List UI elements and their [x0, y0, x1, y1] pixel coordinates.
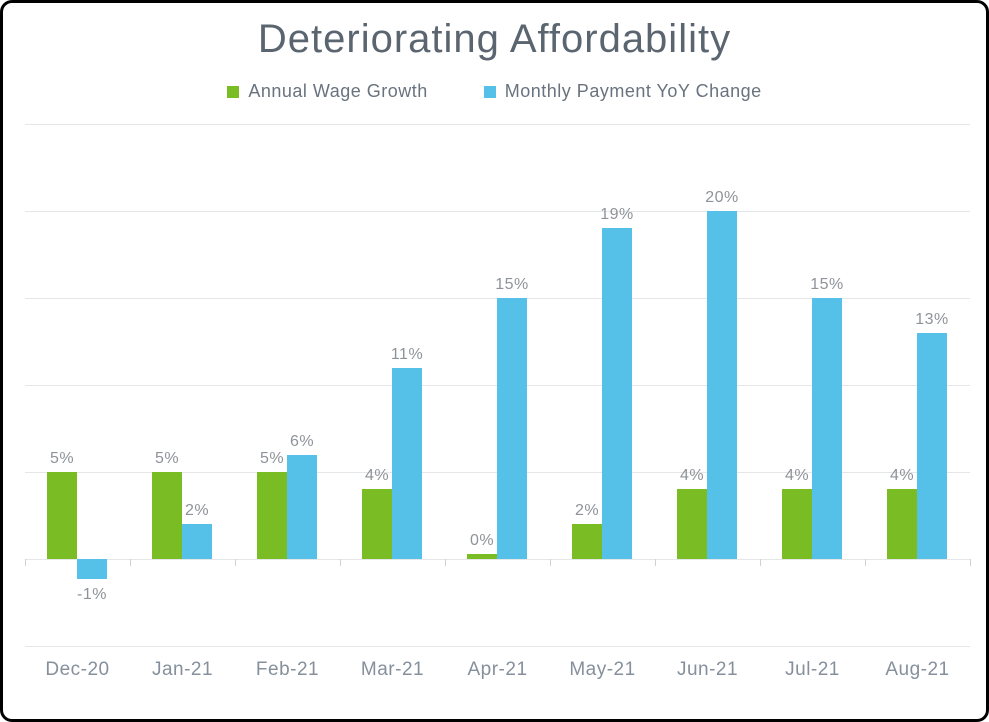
axis-tick [970, 559, 971, 566]
x-axis-label-jul-21: Jul-21 [785, 659, 840, 680]
data-label-payment-jun-21: 20% [705, 189, 739, 206]
legend-label-annual-wage-growth: Annual Wage Growth [248, 81, 428, 101]
data-label-wage-may-21: 2% [574, 502, 600, 520]
bar-wage-feb-21 [257, 472, 287, 559]
axis-tick [550, 559, 551, 566]
bar-payment-dec-20 [77, 559, 107, 580]
data-label-payment-apr-21: 15% [495, 276, 529, 293]
x-axis-label-may-21: May-21 [569, 659, 636, 680]
data-label-payment-jan-21: 2% [184, 502, 210, 520]
legend-item-monthly-payment: Monthly Payment YoY Change [483, 81, 762, 102]
chart-title: Deteriorating Affordability [257, 17, 732, 61]
bar-wage-mar-21 [362, 489, 392, 559]
bar-wage-jan-21 [152, 472, 182, 559]
data-label-wage-jan-21: 5% [154, 450, 180, 467]
axis-tick [445, 559, 446, 566]
data-label-payment-mar-21: 11% [390, 345, 424, 363]
axis-tick [760, 559, 761, 566]
bar-payment-mar-21 [392, 367, 422, 559]
data-label-wage-jun-21: 4% [679, 467, 705, 485]
x-axis-label-apr-21: Apr-21 [467, 659, 528, 680]
bar-wage-jun-21 [677, 489, 707, 559]
gridline--5pct [25, 646, 970, 647]
data-label-payment-jul-21: 15% [810, 276, 844, 293]
x-axis-label-jan-21: Jan-21 [151, 659, 214, 680]
legend-swatch-green [227, 85, 240, 98]
data-label-wage-jul-21: 4% [784, 467, 810, 485]
bar-payment-jun-21 [707, 211, 737, 559]
bar-wage-jul-21 [782, 489, 812, 559]
data-label-payment-dec-20: -1% [77, 586, 107, 604]
data-label-wage-mar-21: 4% [364, 467, 390, 485]
axis-tick [865, 559, 866, 566]
axis-tick [235, 559, 236, 566]
data-label-wage-apr-21: 0% [469, 532, 495, 549]
x-axis-label-mar-21: Mar-21 [360, 659, 425, 680]
legend-item-annual-wage-growth: Annual Wage Growth [227, 81, 427, 102]
bar-wage-dec-20 [47, 472, 77, 559]
plot-area: 5% -1% 5% 2% 5% 6% 4% 11% 0% 15% 2% 19% 4% 20% 4% 15% 4%… [25, 124, 971, 647]
bar-payment-jan-21 [182, 524, 212, 559]
data-label-payment-aug-21: 13% [915, 310, 949, 328]
x-axis-label-dec-20: Dec-20 [45, 659, 110, 680]
axis-tick [340, 559, 341, 566]
gridline-25pct [25, 124, 970, 125]
legend-label-monthly-payment: Monthly Payment YoY Change [504, 81, 762, 101]
bar-payment-aug-21 [917, 332, 947, 559]
bar-wage-apr-21 [467, 554, 497, 559]
x-axis-label-jun-21: Jun-21 [676, 659, 739, 680]
bar-payment-apr-21 [497, 298, 527, 559]
gridline-0pct [25, 559, 970, 560]
bar-payment-may-21 [602, 228, 632, 559]
bar-wage-may-21 [572, 524, 602, 559]
legend-swatch-blue [483, 85, 496, 98]
x-axis-label-feb-21: Feb-21 [255, 659, 320, 680]
x-axis-label-aug-21: Aug-21 [885, 659, 950, 680]
data-label-payment-feb-21: 6% [289, 432, 315, 450]
bar-payment-feb-21 [287, 454, 317, 559]
x-axis: Dec-20 Jan-21 Feb-21 Mar-21 Apr-21 May-21 Jun-… [25, 659, 970, 681]
data-label-wage-aug-21: 4% [889, 467, 915, 485]
gridline-20pct [25, 211, 970, 212]
bar-payment-jul-21 [812, 298, 842, 559]
data-label-wage-feb-21: 5% [259, 450, 285, 467]
data-label-payment-may-21: 19% [600, 206, 634, 224]
axis-tick [25, 559, 26, 566]
data-label-wage-dec-20: 5% [49, 450, 75, 467]
axis-tick [655, 559, 656, 566]
legend: Annual Wage Growth Monthly Payment YoY C… [3, 81, 986, 102]
axis-tick [130, 559, 131, 566]
bar-wage-aug-21 [887, 489, 917, 559]
